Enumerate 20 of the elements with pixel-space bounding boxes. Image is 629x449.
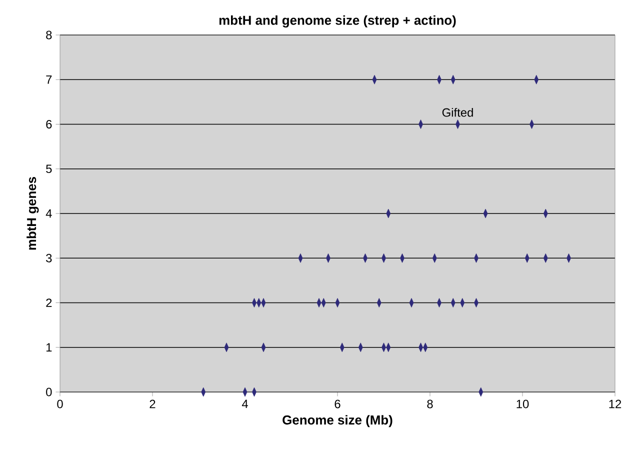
chart-title: mbtH and genome size (strep + actino) xyxy=(219,15,456,28)
x-tick-label: 0 xyxy=(57,400,63,408)
y-tick-label: 7 xyxy=(46,76,52,84)
x-axis-title: Genome size (Mb) xyxy=(282,415,392,428)
y-tick-label: 0 xyxy=(46,388,52,396)
y-tick-label: 5 xyxy=(46,164,52,174)
annotation: Gifted xyxy=(442,108,473,117)
x-tick-label: 12 xyxy=(609,400,622,408)
x-tick-label: 8 xyxy=(427,400,433,408)
y-tick-label: 8 xyxy=(46,30,52,40)
y-tick-label: 3 xyxy=(46,254,52,262)
y-axis-title: mbtH genes xyxy=(26,176,39,250)
x-tick-label: 2 xyxy=(150,400,156,408)
y-tick-label: 2 xyxy=(46,298,52,307)
y-tick-label: 1 xyxy=(46,343,52,352)
y-tick-label: 4 xyxy=(46,209,52,218)
x-tick-label: 6 xyxy=(334,400,340,408)
x-tick-label: 4 xyxy=(242,400,248,408)
x-tick-label: 10 xyxy=(516,400,529,408)
y-tick-label: 6 xyxy=(46,120,52,128)
